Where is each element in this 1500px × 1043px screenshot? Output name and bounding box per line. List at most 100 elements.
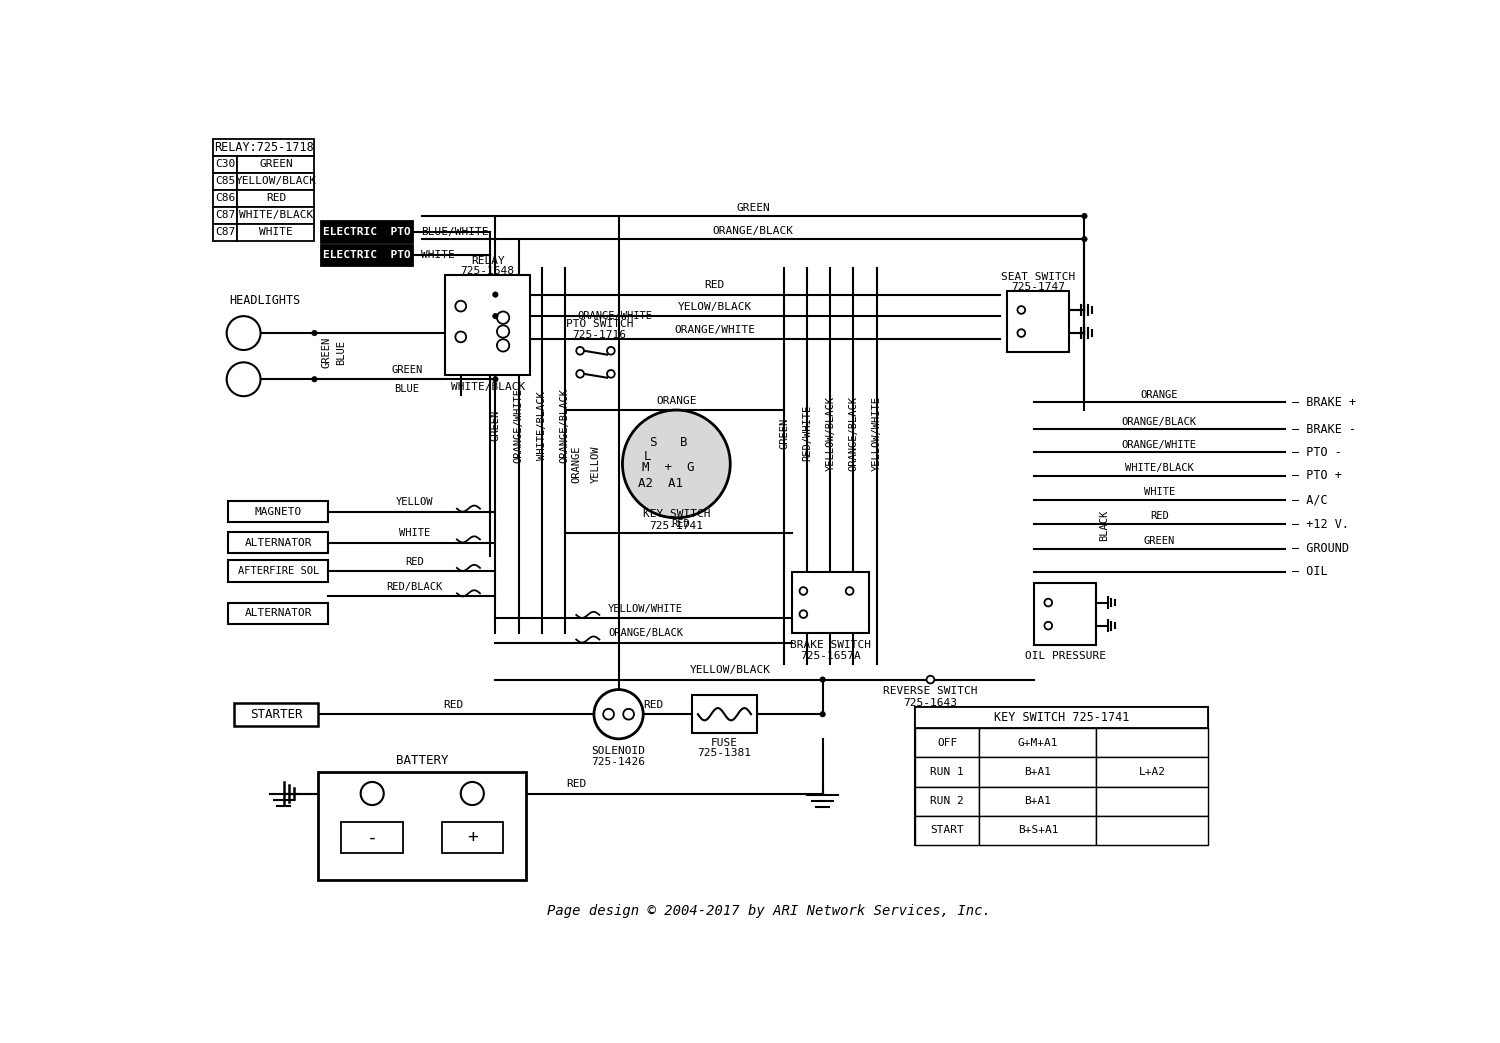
Text: GREEN: GREEN <box>490 410 501 441</box>
Text: GREEN: GREEN <box>392 365 423 375</box>
Circle shape <box>1017 306 1025 314</box>
Bar <box>915 706 1208 728</box>
Text: ELECTRIC  PTO: ELECTRIC PTO <box>322 250 411 261</box>
Text: 725-1643: 725-1643 <box>903 698 957 707</box>
Text: C87: C87 <box>214 227 236 237</box>
Text: YELOW/BLACK: YELOW/BLACK <box>678 301 752 312</box>
Text: — A/C: — A/C <box>1293 493 1328 507</box>
Text: B+A1: B+A1 <box>1024 796 1051 806</box>
Bar <box>213 207 237 223</box>
Text: YELLOW/BLACK: YELLOW/BLACK <box>236 176 316 187</box>
Text: BLACK: BLACK <box>1098 510 1108 541</box>
Circle shape <box>608 370 615 378</box>
Circle shape <box>622 410 730 518</box>
Text: STARTER: STARTER <box>249 708 302 721</box>
Text: BLUE: BLUE <box>336 340 346 365</box>
Text: WHITE: WHITE <box>399 528 430 538</box>
Bar <box>213 156 237 173</box>
Text: 725-1747: 725-1747 <box>1011 282 1065 292</box>
Text: MAGNETO: MAGNETO <box>255 507 302 516</box>
Bar <box>980 786 1096 816</box>
Text: RED: RED <box>266 193 286 203</box>
Circle shape <box>312 377 316 382</box>
Circle shape <box>800 610 807 617</box>
Circle shape <box>460 782 484 805</box>
Bar <box>1008 291 1070 353</box>
Bar <box>228 603 328 624</box>
Circle shape <box>496 325 510 338</box>
Text: 725-1381: 725-1381 <box>698 749 752 758</box>
Bar <box>980 757 1096 786</box>
Bar <box>915 728 980 757</box>
Bar <box>1096 728 1208 757</box>
Bar <box>792 572 868 633</box>
Bar <box>237 207 315 223</box>
Text: ORANGE/WHITE: ORANGE/WHITE <box>1122 440 1197 450</box>
Text: WHITE/BLACK: WHITE/BLACK <box>1125 463 1194 472</box>
Text: -: - <box>368 828 378 847</box>
Text: RELAY:725-1718: RELAY:725-1718 <box>214 141 314 154</box>
Bar <box>441 822 503 853</box>
Text: ORANGE/WHITE: ORANGE/WHITE <box>578 311 652 321</box>
Text: ORANGE/WHITE: ORANGE/WHITE <box>675 325 756 335</box>
Text: AFTERFIRE SOL: AFTERFIRE SOL <box>237 566 320 576</box>
Text: RED: RED <box>566 778 586 789</box>
Text: RED: RED <box>670 519 690 529</box>
Text: ORANGE: ORANGE <box>572 445 582 483</box>
Text: B+A1: B+A1 <box>1024 767 1051 777</box>
Text: — BRAKE +: — BRAKE + <box>1293 396 1356 409</box>
Circle shape <box>1044 622 1052 630</box>
Text: ORANGE: ORANGE <box>656 396 696 406</box>
Text: YELLOW: YELLOW <box>591 445 600 483</box>
Text: — PTO +: — PTO + <box>1293 469 1342 482</box>
Text: 725-1657A: 725-1657A <box>800 652 861 661</box>
Text: GREEN: GREEN <box>1143 536 1174 545</box>
Circle shape <box>603 709 613 720</box>
Bar <box>237 173 315 190</box>
Text: RUN 1: RUN 1 <box>930 767 964 777</box>
Text: KEY SWITCH 725-1741: KEY SWITCH 725-1741 <box>993 710 1130 724</box>
Bar <box>915 757 980 786</box>
Bar <box>228 532 328 553</box>
Text: C85: C85 <box>214 176 236 187</box>
Text: KEY SWITCH: KEY SWITCH <box>642 509 710 519</box>
Text: ALTERNATOR: ALTERNATOR <box>244 537 312 548</box>
Circle shape <box>622 709 634 720</box>
Bar <box>213 190 237 207</box>
Text: RED: RED <box>405 557 424 566</box>
Bar <box>342 822 404 853</box>
Text: BLUE/WHITE: BLUE/WHITE <box>420 227 488 237</box>
Circle shape <box>1044 599 1052 606</box>
Text: WHITE/BLACK: WHITE/BLACK <box>537 391 546 460</box>
Text: ORANGE/BLACK: ORANGE/BLACK <box>560 388 570 463</box>
Circle shape <box>456 332 466 342</box>
Circle shape <box>226 316 261 350</box>
Text: ELECTRIC  PTO: ELECTRIC PTO <box>322 227 411 237</box>
Text: FUSE: FUSE <box>711 737 738 748</box>
Bar <box>980 816 1096 845</box>
Text: YELLOW/BLACK: YELLOW/BLACK <box>690 665 771 675</box>
Text: ORANGE/BLACK: ORANGE/BLACK <box>608 628 682 638</box>
Bar <box>1096 757 1208 786</box>
Text: ORANGE: ORANGE <box>1140 390 1178 399</box>
Text: — PTO -: — PTO - <box>1293 446 1342 459</box>
Bar <box>234 703 318 726</box>
Text: ORANGE/WHITE: ORANGE/WHITE <box>513 388 523 463</box>
Text: C30: C30 <box>214 160 236 169</box>
Text: PTO SWITCH: PTO SWITCH <box>566 319 633 329</box>
Text: C87: C87 <box>214 211 236 220</box>
Circle shape <box>496 339 510 351</box>
Text: WHITE/BLACK: WHITE/BLACK <box>238 211 314 220</box>
Text: RELAY: RELAY <box>471 257 504 266</box>
Bar <box>213 139 315 156</box>
Text: 725-1648: 725-1648 <box>460 266 514 276</box>
Text: RED: RED <box>1150 511 1168 522</box>
Text: SOLENOID: SOLENOID <box>591 746 645 756</box>
Text: A2  A1: A2 A1 <box>639 477 684 490</box>
Text: RED/BLACK: RED/BLACK <box>387 582 442 592</box>
Text: OFF: OFF <box>938 737 957 748</box>
Text: M  +  G: M + G <box>642 461 694 475</box>
Circle shape <box>456 300 466 312</box>
Text: C86: C86 <box>214 193 236 203</box>
Text: WHITE/BLACK: WHITE/BLACK <box>450 382 525 392</box>
